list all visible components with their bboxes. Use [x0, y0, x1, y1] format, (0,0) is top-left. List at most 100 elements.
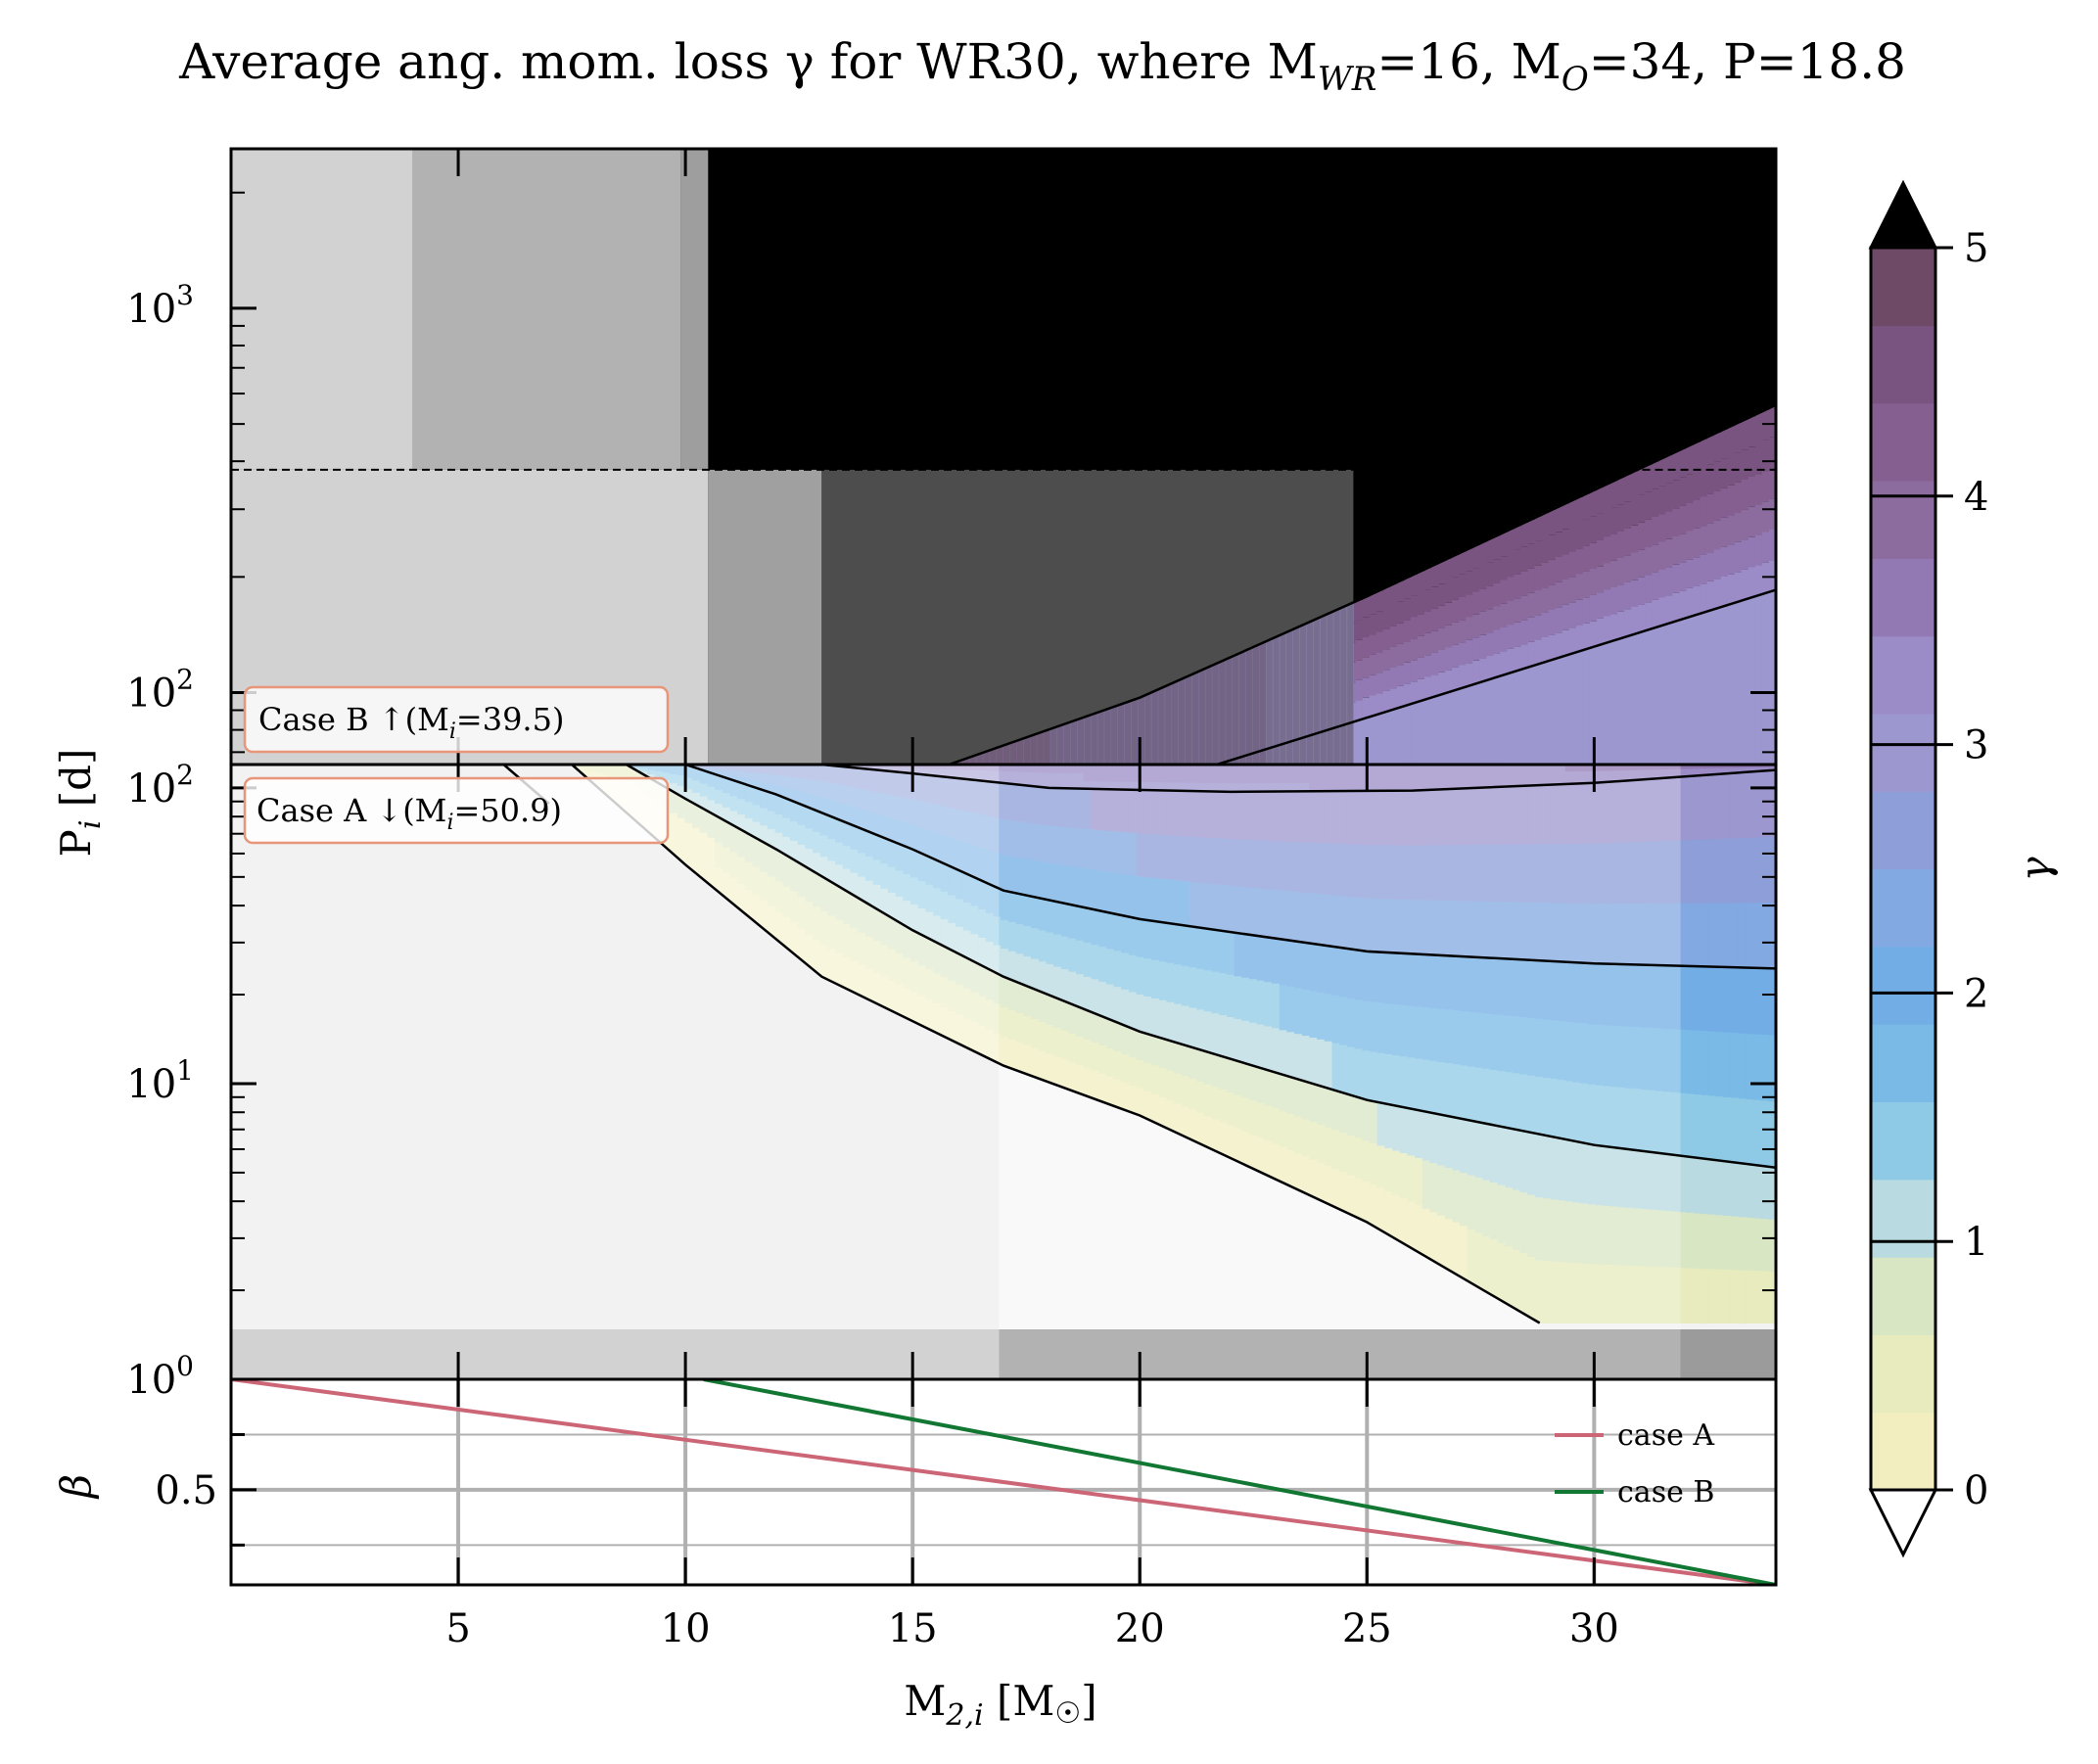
- case-a-gamma-cell: [1693, 767, 1702, 773]
- case-a-gamma-cell: [1001, 776, 1009, 784]
- case-a-gamma-cell: [1189, 926, 1197, 968]
- case-b-gamma-cell: [1362, 677, 1371, 698]
- case-a-gamma-cell: [1346, 773, 1356, 783]
- case-a-gamma-cell: [1369, 1184, 1378, 1227]
- case-b-gamma-cell: [1403, 683, 1412, 706]
- case-a-gamma-cell: [774, 851, 783, 882]
- case-a-gamma-cell: [858, 809, 866, 830]
- case-a-gamma-cell: [1324, 1041, 1333, 1090]
- case-a-gamma-cell: [1444, 1218, 1454, 1271]
- case-a-gamma-cell: [1489, 1182, 1499, 1240]
- case-a-gamma-cell: [1482, 787, 1491, 845]
- case-a-gamma-cell: [1076, 1007, 1085, 1037]
- colorbar-band-10: [1871, 635, 1935, 715]
- case-b-gamma-cell: [1520, 571, 1529, 596]
- case-b-gamma-cell: [1541, 587, 1550, 613]
- case-a-gamma-cell: [917, 907, 926, 936]
- case-a-gamma-cell: [1091, 829, 1099, 870]
- case-a-gamma-cell: [1369, 765, 1378, 774]
- case-a-gamma-cell: [1685, 1092, 1695, 1158]
- case-b-tinted-cell: [1029, 734, 1038, 765]
- case-a-gamma-cell: [1143, 790, 1152, 834]
- case-a-gamma-cell: [767, 905, 776, 936]
- case-a-gamma-cell: [872, 859, 881, 885]
- case-a-gamma-cell: [1339, 1132, 1348, 1173]
- case-a-gamma-cell: [1158, 1038, 1167, 1069]
- case-a-gamma-cell: [940, 1006, 949, 1038]
- case-a-gamma-cell: [1384, 790, 1393, 846]
- case-a-gamma-cell: [1460, 772, 1469, 781]
- case-b-gamma-cell: [1520, 546, 1529, 572]
- case-a-gamma-cell: [1746, 1164, 1754, 1218]
- case-a-gamma-cell: [1068, 780, 1077, 789]
- case-a-gamma-cell: [647, 768, 656, 775]
- case-a-gamma-cell: [1272, 1027, 1281, 1073]
- case-a-gamma-cell: [985, 884, 995, 913]
- case-a-gamma-cell: [1309, 782, 1318, 792]
- case-a-gamma-cell: [1497, 901, 1506, 959]
- colorbar-band-3: [1871, 1179, 1935, 1258]
- case-a-gamma-cell: [1196, 1008, 1205, 1050]
- case-a-gamma-cell: [1603, 1205, 1611, 1265]
- case-a-gamma-cell: [1331, 1091, 1340, 1131]
- case-a-gamma-cell: [1760, 1034, 1769, 1101]
- case-a-gamma-cell: [1587, 1203, 1597, 1265]
- case-a-gamma-cell: [1564, 1021, 1574, 1082]
- case-b-gamma-cell: [1527, 641, 1536, 667]
- case-a-gamma-cell: [647, 773, 656, 779]
- case-b-gamma-cell: [1362, 697, 1371, 719]
- case-a-gamma-cell: [729, 852, 738, 879]
- case-a-gamma-cell: [813, 852, 821, 874]
- case-b-gamma-cell: [1375, 693, 1384, 715]
- case-a-gamma-cell: [1715, 838, 1724, 904]
- case-a-gamma-cell: [948, 777, 956, 809]
- case-a-gamma-cell: [1128, 789, 1138, 833]
- case-a-gamma-cell: [1603, 775, 1611, 783]
- case-a-gamma-cell: [1001, 770, 1009, 778]
- case-a-gamma-cell: [1730, 837, 1740, 904]
- case-a-gamma-cell: [1422, 765, 1430, 774]
- case-a-gamma-cell: [1143, 996, 1152, 1035]
- case-b-gamma-cell: [1582, 597, 1591, 624]
- case-a-gamma-cell: [903, 926, 911, 958]
- case-a-gamma-cell: [1083, 1010, 1093, 1040]
- case-b-gamma-cell: [1741, 569, 1749, 600]
- case-a-gamma-cell: [1128, 992, 1138, 1030]
- case-a-gamma-cell: [670, 791, 678, 813]
- colorbar-band-0: [1871, 1412, 1935, 1491]
- case-b-gamma-cell: [1562, 655, 1570, 765]
- case-a-gamma-cell: [1384, 772, 1393, 783]
- case-b-tinted-cell: [1043, 730, 1051, 765]
- case-a-gamma-cell: [1535, 1076, 1544, 1135]
- case-a-gamma-cell: [827, 816, 836, 840]
- case-a-gamma-cell: [1331, 995, 1340, 1044]
- case-b-gamma-cell: [1652, 627, 1659, 765]
- case-a-gamma-cell: [1678, 768, 1687, 773]
- case-b-gamma-cell: [1741, 449, 1749, 480]
- case-b-gamma-cell: [1700, 583, 1708, 613]
- case-a-gamma-cell: [767, 783, 776, 794]
- case-a-gamma-cell: [1376, 898, 1385, 953]
- case-b-tinted-cell: [1292, 627, 1300, 765]
- case-a-gamma-cell: [692, 827, 701, 852]
- case-a-gamma-cell: [1083, 772, 1093, 782]
- case-a-gamma-cell: [1399, 781, 1408, 792]
- case-a-gamma-cell: [1730, 903, 1740, 968]
- case-a-gamma-cell: [1407, 899, 1416, 954]
- case-a-gamma-cell: [1625, 1265, 1634, 1323]
- case-a-gamma-cell: [1181, 1005, 1189, 1046]
- case-a-gamma-cell: [948, 950, 956, 981]
- case-a-gamma-cell: [1384, 1147, 1393, 1192]
- case-a-gamma-cell: [1272, 840, 1281, 891]
- case-a-gamma-cell: [993, 1033, 1002, 1063]
- case-a-gamma-cell: [970, 961, 979, 993]
- case-b-gamma-cell: [1459, 574, 1467, 597]
- case-a-gamma-cell: [864, 811, 874, 833]
- case-a-gamma-cell: [1248, 791, 1258, 841]
- case-b-gamma-cell: [1610, 481, 1618, 508]
- case-a-gamma-cell: [790, 801, 799, 822]
- case-a-gamma-cell: [1234, 782, 1242, 793]
- case-a-gamma-cell: [1580, 765, 1589, 771]
- case-a-gamma-cell: [1632, 1088, 1642, 1151]
